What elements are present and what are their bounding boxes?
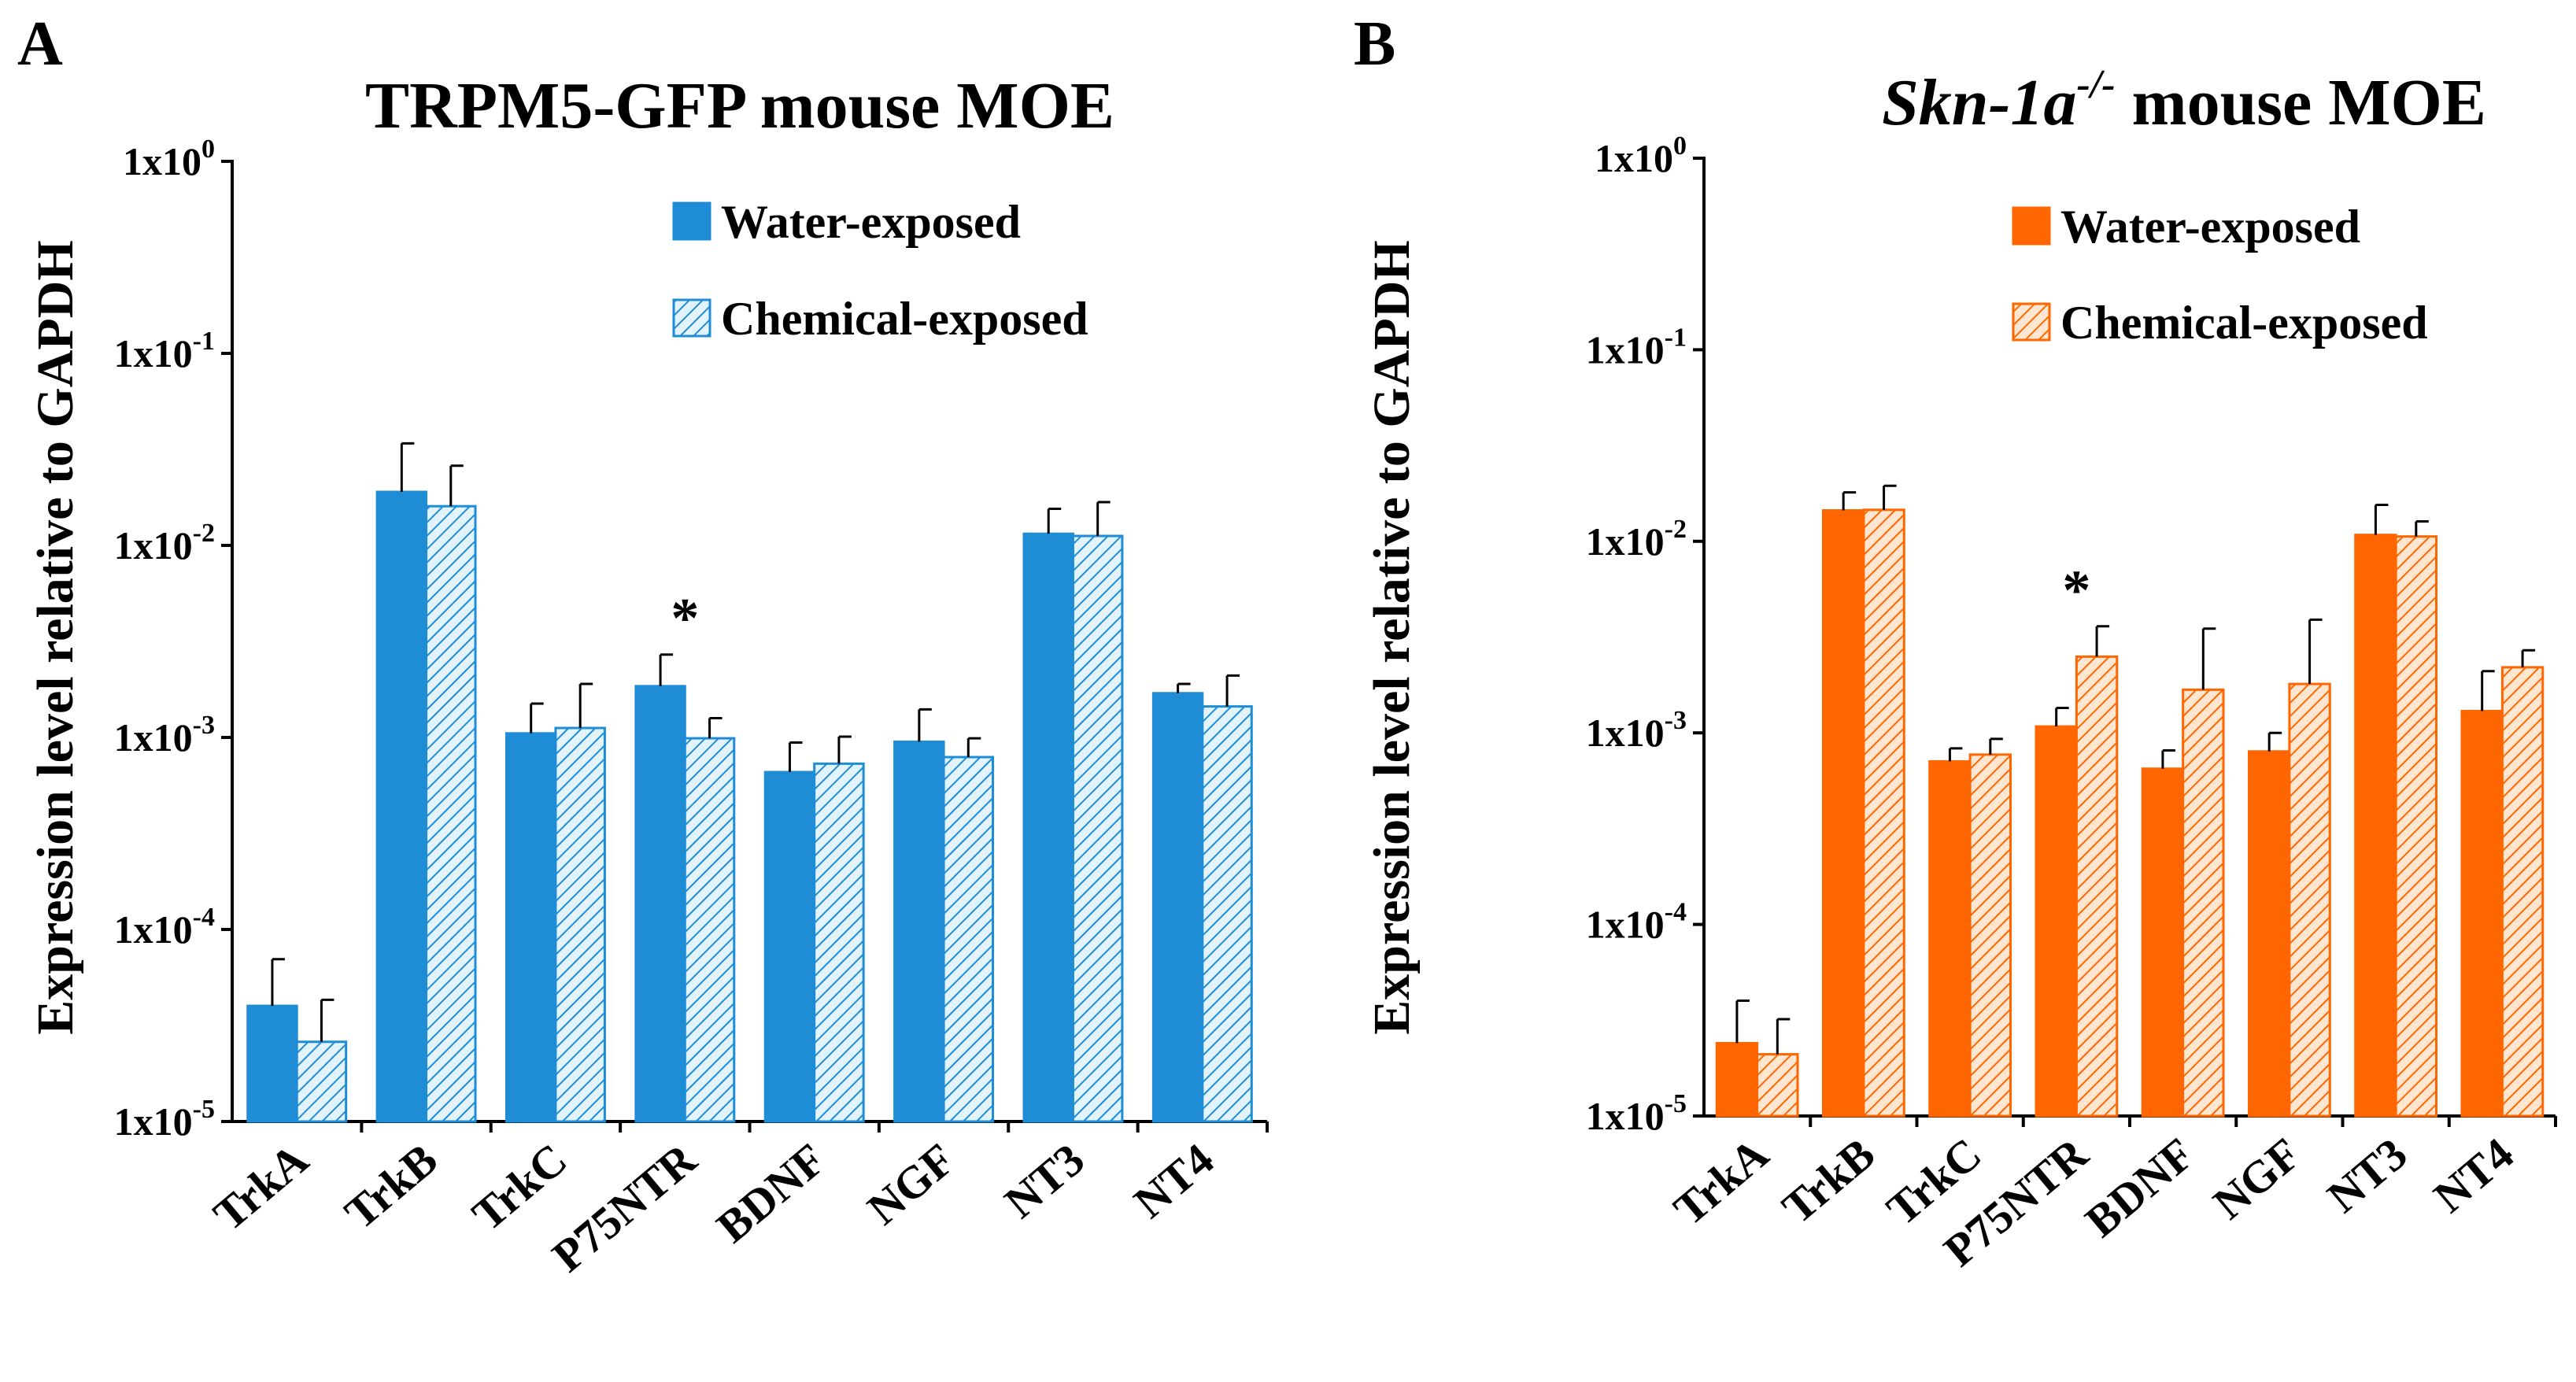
bar-chemical-nt3 — [2394, 535, 2438, 1118]
legend-label-water: Water-exposed — [721, 196, 1021, 248]
bar-water-nt3 — [1022, 532, 1074, 1123]
y-tick-label: 1x10-4 — [114, 903, 215, 952]
x-tick-label: NT3 — [995, 1133, 1094, 1228]
significance-star: * — [2062, 559, 2090, 622]
y-tick-label: 1x10-2 — [114, 519, 215, 567]
bar-water-trkb — [375, 490, 428, 1123]
bar-chemical-trkc — [1968, 753, 2012, 1118]
bar-water-p75ntr — [2035, 725, 2078, 1118]
bar-chemical-p75ntr — [2075, 655, 2119, 1118]
x-tick-label: BDNF — [707, 1133, 835, 1252]
y-axis-label: Expression level relative to GAPDH — [27, 240, 84, 1034]
bar-water-ngf — [893, 740, 945, 1123]
legend-swatch-chemical — [2012, 302, 2051, 342]
y-tick-label: 1x100 — [1595, 131, 1687, 180]
bar-chemical-bdnf — [813, 762, 865, 1123]
x-tick-label: NT4 — [2424, 1128, 2523, 1222]
y-axis-label: Expression level relative to GAPDH — [1363, 240, 1421, 1034]
legend-swatch-water — [672, 201, 711, 241]
x-tick-label: BDNF — [2075, 1128, 2204, 1247]
y-tick-label: 1x10-2 — [1586, 515, 1687, 564]
bar-water-trka — [1715, 1041, 1759, 1118]
bar-water-trkc — [1928, 759, 1972, 1118]
bar-water-p75ntr — [634, 685, 686, 1123]
legend-swatch-chemical — [672, 298, 711, 338]
y-tick-label: 1x10-1 — [1586, 323, 1687, 371]
y-tick-label: 1x10-4 — [1586, 898, 1687, 947]
x-tick-label: NT3 — [2318, 1128, 2417, 1222]
x-tick-label: NGF — [2204, 1128, 2311, 1229]
bar-chemical-nt4 — [1201, 705, 1253, 1123]
panel-letter: B — [1354, 9, 1395, 79]
bar-water-trka — [246, 1004, 298, 1123]
x-tick-label: TrkA — [1664, 1128, 1778, 1235]
x-tick-label: TrkA — [204, 1133, 318, 1240]
panel-letter: A — [17, 9, 63, 79]
x-tick-label: P75NTR — [543, 1133, 707, 1281]
bar-chemical-trkc — [554, 726, 606, 1123]
x-tick-label: NT4 — [1124, 1133, 1223, 1228]
bar-chemical-p75ntr — [683, 737, 736, 1123]
x-tick-label: TrkB — [335, 1133, 447, 1239]
x-tick-label: NGF — [858, 1133, 965, 1234]
bar-water-nt4 — [1151, 692, 1204, 1123]
bar-water-bdnf — [2141, 767, 2185, 1118]
panel-b: B Skn-1a-/- mouse MOE Expression level rel… — [1354, 9, 2557, 1277]
y-tick-label: 1x10-5 — [1586, 1089, 1687, 1138]
x-tick-label: TrkC — [463, 1133, 577, 1240]
bar-chemical-ngf — [2288, 682, 2331, 1118]
bar-chemical-bdnf — [2182, 688, 2225, 1118]
y-tick-label: 1x10-3 — [1586, 706, 1687, 755]
legend-swatch-water — [2012, 206, 2051, 246]
bar-chemical-ngf — [942, 756, 995, 1123]
bar-chemical-nt4 — [2500, 666, 2545, 1118]
bar-water-nt3 — [2354, 534, 2397, 1118]
bar-chemical-trka — [1756, 1053, 1799, 1118]
bar-water-trkb — [1821, 509, 1865, 1118]
panel-a: A TRPM5-GFP mouse MOE Expression level rel… — [17, 9, 1269, 1282]
bar-water-trkc — [504, 732, 557, 1123]
y-tick-label: 1x100 — [123, 135, 215, 183]
chart-title: Skn-1a-/- mouse MOE — [1882, 62, 2486, 139]
bar-water-bdnf — [763, 770, 816, 1123]
x-tick-label: TrkB — [1772, 1128, 1884, 1233]
bar-chemical-trka — [295, 1040, 348, 1123]
y-tick-label: 1x10-3 — [114, 711, 215, 759]
bar-chemical-nt3 — [1071, 534, 1124, 1123]
bar-water-nt4 — [2460, 709, 2504, 1118]
y-tick-label: 1x10-1 — [114, 327, 215, 375]
bar-water-ngf — [2247, 750, 2291, 1118]
legend-label-water: Water-exposed — [2060, 201, 2360, 253]
legend-label-chemical: Chemical-exposed — [721, 293, 1088, 345]
legend-label-chemical: Chemical-exposed — [2060, 297, 2428, 349]
bar-chemical-trkb — [1862, 508, 1905, 1118]
y-tick-label: 1x10-5 — [114, 1095, 215, 1144]
bar-chemical-trkb — [425, 504, 477, 1123]
significance-star: * — [671, 587, 699, 650]
chart-title: TRPM5-GFP mouse MOE — [365, 69, 1114, 142]
